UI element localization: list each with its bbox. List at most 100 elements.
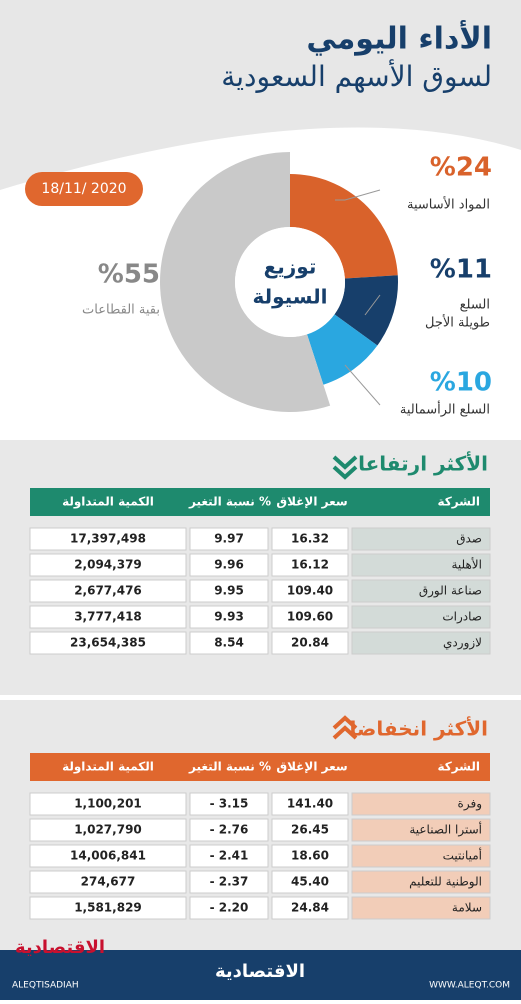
leader-line xyxy=(364,294,381,316)
footer-logo: الاقتصادية xyxy=(215,961,305,982)
column-header: نسبة التغير % xyxy=(188,495,271,509)
column-header: الكمية المتداولة xyxy=(62,495,154,510)
table-cell xyxy=(271,553,349,577)
table-cell xyxy=(351,818,491,842)
pie-slice xyxy=(334,275,398,346)
section-icon xyxy=(332,455,358,480)
social: ALEQTISADIAH xyxy=(12,981,79,991)
column-header: الشركة xyxy=(437,760,480,774)
leader-line xyxy=(335,189,381,201)
table-cell xyxy=(351,527,491,551)
cell-text: 2,094,379 xyxy=(74,558,142,572)
table-cell xyxy=(189,631,269,655)
column-header: الشركة xyxy=(437,495,480,509)
pie-hole xyxy=(235,227,345,337)
table-cell xyxy=(351,792,491,816)
table-cell xyxy=(29,527,187,551)
brand-logo: الاقتصادية xyxy=(15,937,105,958)
section-title: الأكثر انخفاضا xyxy=(350,716,488,741)
cell-text: 8.54 xyxy=(214,636,244,650)
value-label: %11 xyxy=(430,255,492,285)
cell-text: صناعة الورق xyxy=(419,584,482,599)
cell-text: أميانتيت xyxy=(443,848,482,863)
cell-text: 20.84 xyxy=(291,636,329,650)
date-badge xyxy=(25,172,143,206)
table-cell xyxy=(351,631,491,655)
table-cell xyxy=(189,818,269,842)
table-cell xyxy=(29,605,187,629)
cell-text: 3,777,418 xyxy=(74,610,142,624)
column-header: سعر الإغلاق xyxy=(276,495,347,509)
cell-text: 141.40 xyxy=(287,797,333,811)
table-header xyxy=(30,488,490,516)
value-label: %10 xyxy=(430,368,492,398)
cell-text: 26.45 xyxy=(291,823,329,837)
cell-text: 23,654,385 xyxy=(70,636,146,650)
title: الأداء اليومي xyxy=(306,20,492,57)
column-header: سعر الإغلاق xyxy=(276,760,347,774)
center-label: توزيع xyxy=(264,255,317,279)
table-cell xyxy=(29,553,187,577)
date: 18/11/ 2020 xyxy=(41,181,126,197)
cell-text: 17,397,498 xyxy=(70,532,146,546)
site: WWW.ALEQT.COM xyxy=(429,981,510,991)
cell-text: 16.32 xyxy=(291,532,329,546)
cell-text: 24.84 xyxy=(291,901,329,915)
cell-text: - 2.76 xyxy=(210,823,249,837)
cell-text: لازوردي xyxy=(443,636,482,651)
cell-text: 1,027,790 xyxy=(74,823,142,837)
pie-slice xyxy=(290,174,398,279)
table-cell xyxy=(189,605,269,629)
table-cell xyxy=(271,605,349,629)
pie-chart: توزيع السيولة %24 المواد الأساسية %11 السلعطو… xyxy=(82,152,492,418)
cell-text: 1,100,201 xyxy=(74,797,142,811)
table-cell xyxy=(271,527,349,551)
value-label: %55 xyxy=(98,260,160,290)
cell-text: الأهلية xyxy=(451,557,482,572)
cell-text: 9.93 xyxy=(214,610,244,624)
cell-text: 1,581,829 xyxy=(74,901,142,915)
subtitle: لسوق الأسهم السعودية xyxy=(221,58,492,93)
section-icon xyxy=(332,715,358,740)
table-cell xyxy=(271,631,349,655)
table-cell xyxy=(189,527,269,551)
table-cell xyxy=(189,553,269,577)
cell-text: 45.40 xyxy=(291,875,329,889)
table-header xyxy=(30,753,490,781)
table-cell xyxy=(271,818,349,842)
table-cell xyxy=(271,579,349,603)
table-cell xyxy=(29,818,187,842)
table-cell xyxy=(351,579,491,603)
top-band xyxy=(0,0,521,190)
table-cell xyxy=(189,792,269,816)
category-label: المواد الأساسية xyxy=(407,196,490,213)
cell-text: 9.97 xyxy=(214,532,244,546)
category-label: بقية القطاعات xyxy=(82,303,160,318)
cell-text: صدق xyxy=(456,532,482,546)
cell-text: الوطنية للتعليم xyxy=(409,875,482,890)
cell-text: 9.96 xyxy=(214,558,244,572)
table-cell xyxy=(29,579,187,603)
table-cell xyxy=(29,631,187,655)
cell-text: - 2.41 xyxy=(210,849,249,863)
category-label: السلع xyxy=(460,298,490,313)
footer xyxy=(0,950,521,1000)
table-cell xyxy=(189,870,269,894)
table-cell xyxy=(271,792,349,816)
table-cell xyxy=(29,896,187,920)
table-cell xyxy=(351,870,491,894)
table-cell xyxy=(189,896,269,920)
table-cell xyxy=(351,605,491,629)
table-cell xyxy=(29,844,187,868)
cell-text: 2,677,476 xyxy=(74,584,142,598)
cell-text: صادرات xyxy=(442,610,482,625)
table-cell xyxy=(351,896,491,920)
cell-text: - 2.37 xyxy=(210,875,249,889)
cell-text: 109.60 xyxy=(287,610,333,624)
table-cell xyxy=(271,896,349,920)
pie-slice xyxy=(306,314,378,385)
tables: الأكثر ارتفاعا الشركة سعر الإغلاق نسبة التغ… xyxy=(29,451,491,920)
table-cell xyxy=(29,792,187,816)
cell-text: 109.40 xyxy=(287,584,333,598)
